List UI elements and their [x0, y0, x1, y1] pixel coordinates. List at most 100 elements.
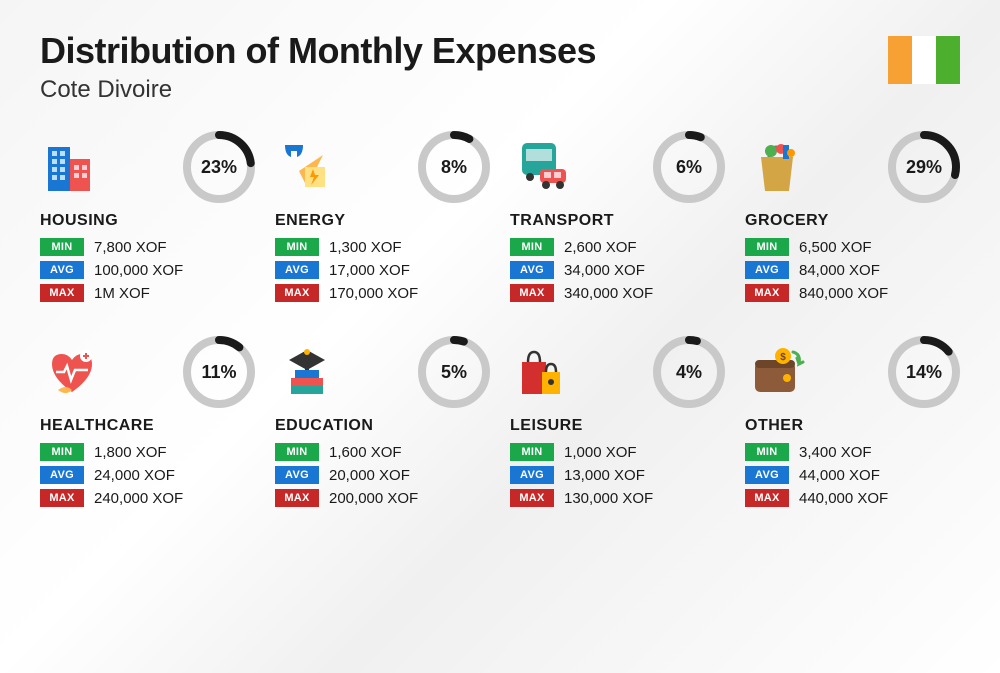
pct-ring: 8%	[418, 131, 490, 203]
pct-ring: 11%	[183, 336, 255, 408]
badge-min: MIN	[275, 238, 319, 256]
pct-value: 23%	[183, 131, 255, 203]
stat-min: MIN 2,600 XOF	[510, 238, 725, 256]
pct-value: 4%	[653, 336, 725, 408]
max-value: 440,000 XOF	[799, 490, 888, 507]
other-icon: $	[745, 340, 809, 404]
pct-value: 5%	[418, 336, 490, 408]
stat-min: MIN 6,500 XOF	[745, 238, 960, 256]
min-value: 1,000 XOF	[564, 444, 637, 461]
energy-icon	[275, 135, 339, 199]
badge-max: MAX	[275, 489, 319, 507]
title-block: Distribution of Monthly Expenses Cote Di…	[40, 30, 596, 104]
stat-max: MAX 130,000 XOF	[510, 489, 725, 507]
expense-card-other: $ 14% OTHER MIN 3,400 XOF AVG 44,000 XOF…	[745, 337, 960, 512]
avg-value: 100,000 XOF	[94, 262, 183, 279]
card-top: 4%	[510, 337, 725, 407]
badge-max: MAX	[510, 284, 554, 302]
leisure-icon	[510, 340, 574, 404]
flag-stripe-3	[936, 36, 960, 84]
stat-max: MAX 240,000 XOF	[40, 489, 255, 507]
avg-value: 20,000 XOF	[329, 467, 410, 484]
badge-avg: AVG	[275, 466, 319, 484]
stat-min: MIN 1,000 XOF	[510, 443, 725, 461]
healthcare-icon	[40, 340, 104, 404]
expense-grid: 23% HOUSING MIN 7,800 XOF AVG 100,000 XO…	[40, 132, 960, 512]
expense-card-grocery: 29% GROCERY MIN 6,500 XOF AVG 84,000 XOF…	[745, 132, 960, 307]
stat-min: MIN 7,800 XOF	[40, 238, 255, 256]
pct-value: 29%	[888, 131, 960, 203]
card-top: $ 14%	[745, 337, 960, 407]
badge-max: MAX	[745, 489, 789, 507]
stat-avg: AVG 13,000 XOF	[510, 466, 725, 484]
stat-avg: AVG 44,000 XOF	[745, 466, 960, 484]
card-top: 29%	[745, 132, 960, 202]
avg-value: 34,000 XOF	[564, 262, 645, 279]
stat-avg: AVG 17,000 XOF	[275, 261, 490, 279]
stat-max: MAX 1M XOF	[40, 284, 255, 302]
badge-min: MIN	[510, 238, 554, 256]
category-label: EDUCATION	[275, 417, 490, 435]
stat-max: MAX 340,000 XOF	[510, 284, 725, 302]
page-subtitle: Cote Divoire	[40, 76, 596, 104]
category-label: LEISURE	[510, 417, 725, 435]
max-value: 170,000 XOF	[329, 285, 418, 302]
min-value: 1,300 XOF	[329, 239, 402, 256]
category-label: GROCERY	[745, 212, 960, 230]
pct-ring: 6%	[653, 131, 725, 203]
badge-min: MIN	[745, 443, 789, 461]
category-label: HEALTHCARE	[40, 417, 255, 435]
badge-avg: AVG	[40, 261, 84, 279]
stat-avg: AVG 24,000 XOF	[40, 466, 255, 484]
stat-min: MIN 1,800 XOF	[40, 443, 255, 461]
max-value: 240,000 XOF	[94, 490, 183, 507]
min-value: 7,800 XOF	[94, 239, 167, 256]
stat-max: MAX 170,000 XOF	[275, 284, 490, 302]
stat-min: MIN 1,300 XOF	[275, 238, 490, 256]
badge-min: MIN	[40, 443, 84, 461]
badge-avg: AVG	[745, 261, 789, 279]
header: Distribution of Monthly Expenses Cote Di…	[40, 30, 960, 104]
badge-max: MAX	[745, 284, 789, 302]
stat-avg: AVG 34,000 XOF	[510, 261, 725, 279]
pct-value: 14%	[888, 336, 960, 408]
category-label: TRANSPORT	[510, 212, 725, 230]
min-value: 1,800 XOF	[94, 444, 167, 461]
expense-card-transport: 6% TRANSPORT MIN 2,600 XOF AVG 34,000 XO…	[510, 132, 725, 307]
badge-max: MAX	[40, 284, 84, 302]
badge-avg: AVG	[745, 466, 789, 484]
badge-avg: AVG	[275, 261, 319, 279]
category-label: OTHER	[745, 417, 960, 435]
category-label: HOUSING	[40, 212, 255, 230]
max-value: 340,000 XOF	[564, 285, 653, 302]
pct-ring: 4%	[653, 336, 725, 408]
max-value: 200,000 XOF	[329, 490, 418, 507]
housing-icon	[40, 135, 104, 199]
card-top: 11%	[40, 337, 255, 407]
flag-stripe-2	[912, 36, 936, 84]
stat-avg: AVG 100,000 XOF	[40, 261, 255, 279]
pct-ring: 23%	[183, 131, 255, 203]
expense-card-energy: 8% ENERGY MIN 1,300 XOF AVG 17,000 XOF M…	[275, 132, 490, 307]
stat-max: MAX 440,000 XOF	[745, 489, 960, 507]
card-top: 5%	[275, 337, 490, 407]
min-value: 3,400 XOF	[799, 444, 872, 461]
svg-text:$: $	[780, 352, 786, 363]
max-value: 840,000 XOF	[799, 285, 888, 302]
expense-card-housing: 23% HOUSING MIN 7,800 XOF AVG 100,000 XO…	[40, 132, 255, 307]
expense-card-healthcare: 11% HEALTHCARE MIN 1,800 XOF AVG 24,000 …	[40, 337, 255, 512]
avg-value: 17,000 XOF	[329, 262, 410, 279]
avg-value: 13,000 XOF	[564, 467, 645, 484]
stat-min: MIN 3,400 XOF	[745, 443, 960, 461]
transport-icon	[510, 135, 574, 199]
badge-max: MAX	[510, 489, 554, 507]
stat-avg: AVG 84,000 XOF	[745, 261, 960, 279]
max-value: 130,000 XOF	[564, 490, 653, 507]
pct-ring: 5%	[418, 336, 490, 408]
badge-min: MIN	[510, 443, 554, 461]
badge-max: MAX	[275, 284, 319, 302]
expense-card-education: 5% EDUCATION MIN 1,600 XOF AVG 20,000 XO…	[275, 337, 490, 512]
stat-min: MIN 1,600 XOF	[275, 443, 490, 461]
pct-value: 11%	[183, 336, 255, 408]
stat-max: MAX 840,000 XOF	[745, 284, 960, 302]
